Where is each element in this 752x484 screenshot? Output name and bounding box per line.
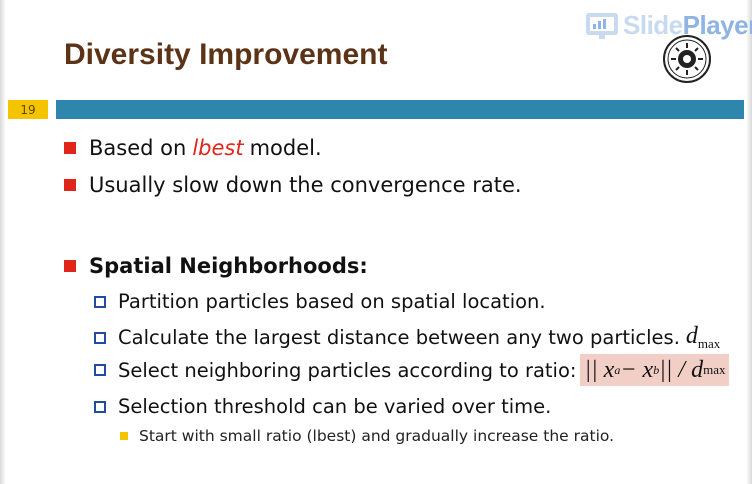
slide-title: Diversity Improvement: [64, 38, 388, 71]
sub-bullet-text: Selection threshold can be varied over t…: [118, 395, 552, 418]
watermark-slide: Slide: [623, 10, 683, 40]
slide-right-edge: [746, 0, 752, 484]
bullet-lbest: Based on lbest model.: [64, 136, 322, 160]
formula-part: || x: [584, 356, 615, 383]
slideplayer-logo-icon: [586, 12, 618, 39]
watermark-text: SlidePlayer: [623, 10, 752, 41]
hollow-square-bullet-icon: [94, 400, 106, 413]
sub-bullet-text: Calculate the largest distance between a…: [118, 326, 680, 349]
sub-bullet-partition: Partition particles based on spatial loc…: [94, 290, 546, 313]
math-subscript: max: [697, 336, 721, 351]
sub-sub-bullet-start-small: Start with small ratio (lbest) and gradu…: [120, 427, 614, 445]
sub-bullet-text: Partition particles based on spatial loc…: [118, 290, 546, 313]
formula-part: − x: [620, 356, 654, 383]
bullet-text: model.: [249, 136, 322, 160]
slideplayer-watermark[interactable]: SlidePlayer: [585, 10, 752, 41]
sub-sub-bullet-text: Start with small ratio (lbest) and gradu…: [139, 427, 615, 445]
formula-part: || / d: [659, 356, 704, 383]
red-square-bullet-icon: [64, 142, 76, 154]
hollow-square-bullet-icon: [94, 295, 106, 308]
bullet-text: Usually slow down the convergence rate.: [89, 173, 522, 197]
sub-bullet-select-ratio: Select neighboring particles according t…: [94, 354, 730, 386]
sub-bullet-largest-distance: Calculate the largest distance between a…: [94, 323, 720, 352]
watermark-player: Player: [682, 10, 752, 40]
dmax-symbol: dmax: [686, 323, 720, 352]
formula-sub-a: a: [614, 362, 621, 377]
slide-left-edge: [0, 0, 6, 484]
yellow-square-bullet-icon: [120, 432, 128, 440]
hollow-square-bullet-icon: [94, 364, 106, 376]
bullet-text: Spatial Neighborhoods:: [89, 254, 368, 278]
hollow-square-bullet-icon: [94, 331, 106, 344]
bullet-text: Based on: [89, 136, 187, 160]
sub-bullet-text: Select neighboring particles according t…: [118, 358, 577, 382]
math-var: d: [685, 323, 698, 349]
bullet-highlight: lbest: [192, 136, 244, 160]
sub-bullet-threshold: Selection threshold can be varied over t…: [94, 395, 551, 418]
formula-sub-max: max: [703, 362, 726, 377]
bullet-slow-convergence: Usually slow down the convergence rate.: [64, 173, 522, 197]
title-underline-bar: [56, 100, 744, 119]
red-square-bullet-icon: [64, 179, 76, 191]
university-seal-icon: [663, 35, 711, 83]
slide-number: 19: [8, 100, 48, 119]
red-square-bullet-icon: [64, 260, 76, 272]
bullet-spatial-neighborhoods: Spatial Neighborhoods:: [64, 254, 368, 278]
formula-sub-b: b: [653, 362, 660, 377]
